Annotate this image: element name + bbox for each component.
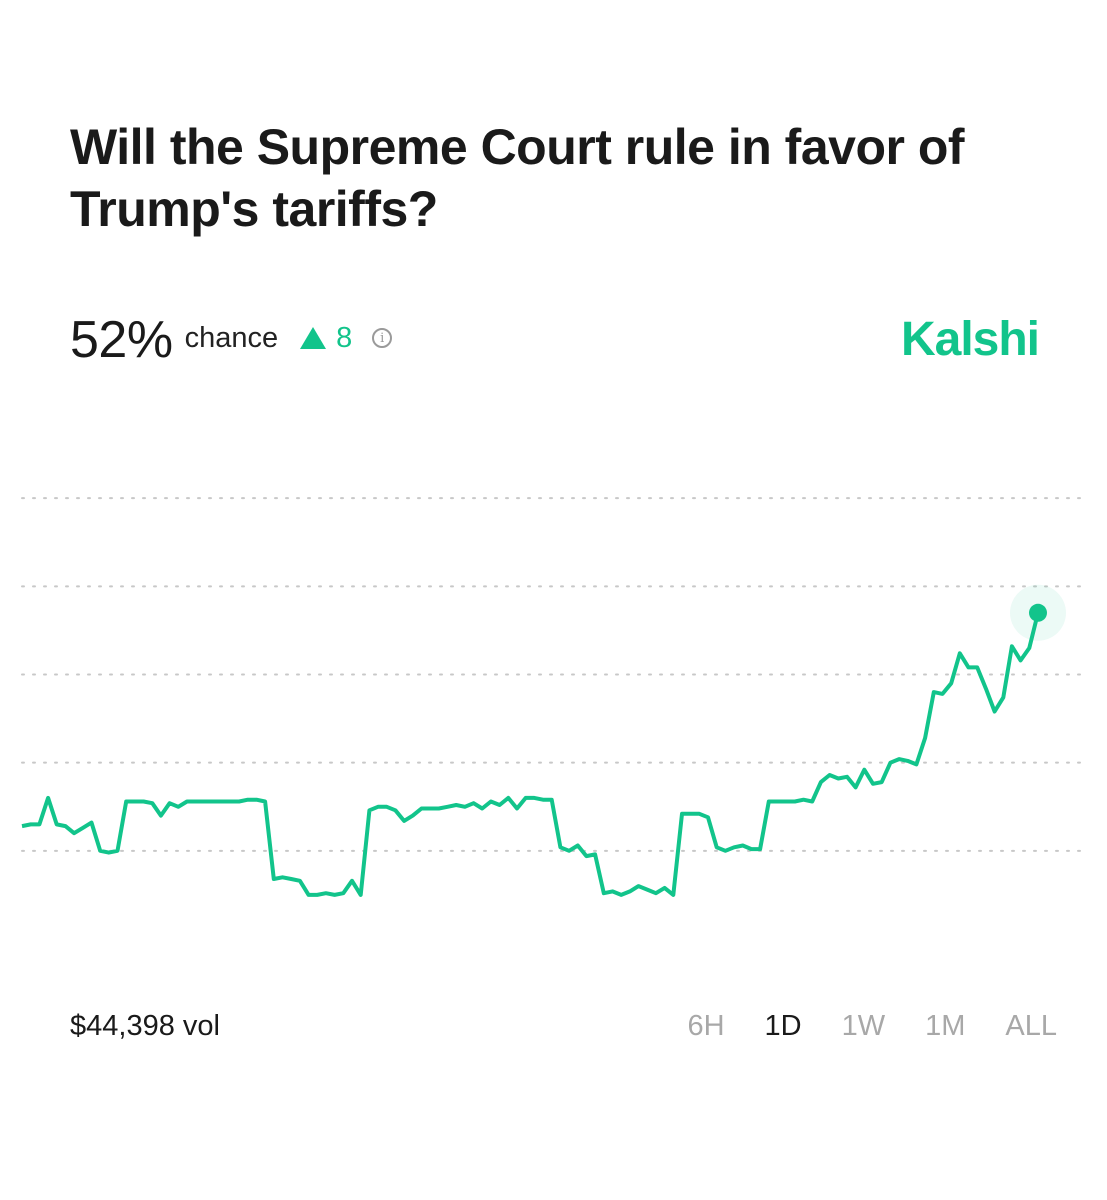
range-1d[interactable]: 1D — [764, 1010, 802, 1042]
kalshi-logo[interactable]: Kalshi — [900, 313, 1040, 366]
info-icon[interactable]: i — [372, 328, 393, 348]
price-line — [21, 612, 1040, 897]
range-1w[interactable]: 1W — [841, 1010, 886, 1042]
change-value: 8 — [336, 321, 353, 354]
market-stats: 52% chance 8 i — [70, 308, 393, 372]
time-range-selector: 6H 1D 1W 1M ALL — [687, 1010, 1057, 1043]
chance-percent: 52% — [70, 311, 173, 369]
range-all[interactable]: ALL — [1005, 1010, 1057, 1042]
range-1m[interactable]: 1M — [925, 1010, 966, 1042]
current-point-marker — [1029, 603, 1047, 622]
range-6h[interactable]: 6H — [687, 1010, 725, 1042]
chance-label: chance — [184, 321, 279, 354]
volume-label: $44,398 vol — [70, 1010, 220, 1042]
price-chart[interactable] — [0, 390, 1107, 970]
change-indicator: 8 — [300, 322, 352, 355]
up-arrow-icon — [300, 327, 327, 349]
market-title: Will the Supreme Court rule in favor of … — [70, 119, 965, 237]
